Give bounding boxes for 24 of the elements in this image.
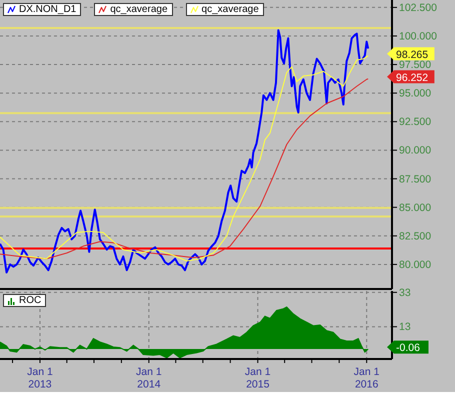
legend-label: DX.NON_D1 xyxy=(19,4,76,15)
legend-label: qc_xaverage xyxy=(202,4,259,15)
y-tick-label: 95.000 xyxy=(399,88,432,100)
y-tick-label: 82.500 xyxy=(399,230,432,242)
x-tick-label: Jan 1 2015 xyxy=(244,366,271,390)
y-tick-label: 13 xyxy=(399,321,411,334)
y-tick-label: 92.500 xyxy=(399,116,432,128)
y-tick-label: 80.000 xyxy=(399,258,432,271)
x-tick-label: Jan 1 2013 xyxy=(27,366,53,390)
annotation: 96.252 xyxy=(396,72,428,84)
legend-label: ROC xyxy=(19,295,42,306)
y-tick-label: 85.000 xyxy=(399,202,432,214)
annotation: -0.06 xyxy=(396,342,420,354)
x-tick-label: Jan 1 2016 xyxy=(354,366,380,390)
y-tick-label: 33 xyxy=(399,286,411,299)
x-tick-label: Jan 1 2014 xyxy=(136,366,162,390)
annotation: 98.265 xyxy=(396,48,428,61)
y-tick-label: 87.500 xyxy=(399,173,432,186)
y-tick-label: 102.500 xyxy=(399,2,438,14)
legend-label: qc_xaverage xyxy=(110,4,168,15)
y-tick-label: 97.500 xyxy=(399,59,432,72)
y-tick-label: 100.000 xyxy=(399,30,438,42)
y-tick-label: 90.000 xyxy=(399,144,432,157)
line-series xyxy=(0,29,370,274)
